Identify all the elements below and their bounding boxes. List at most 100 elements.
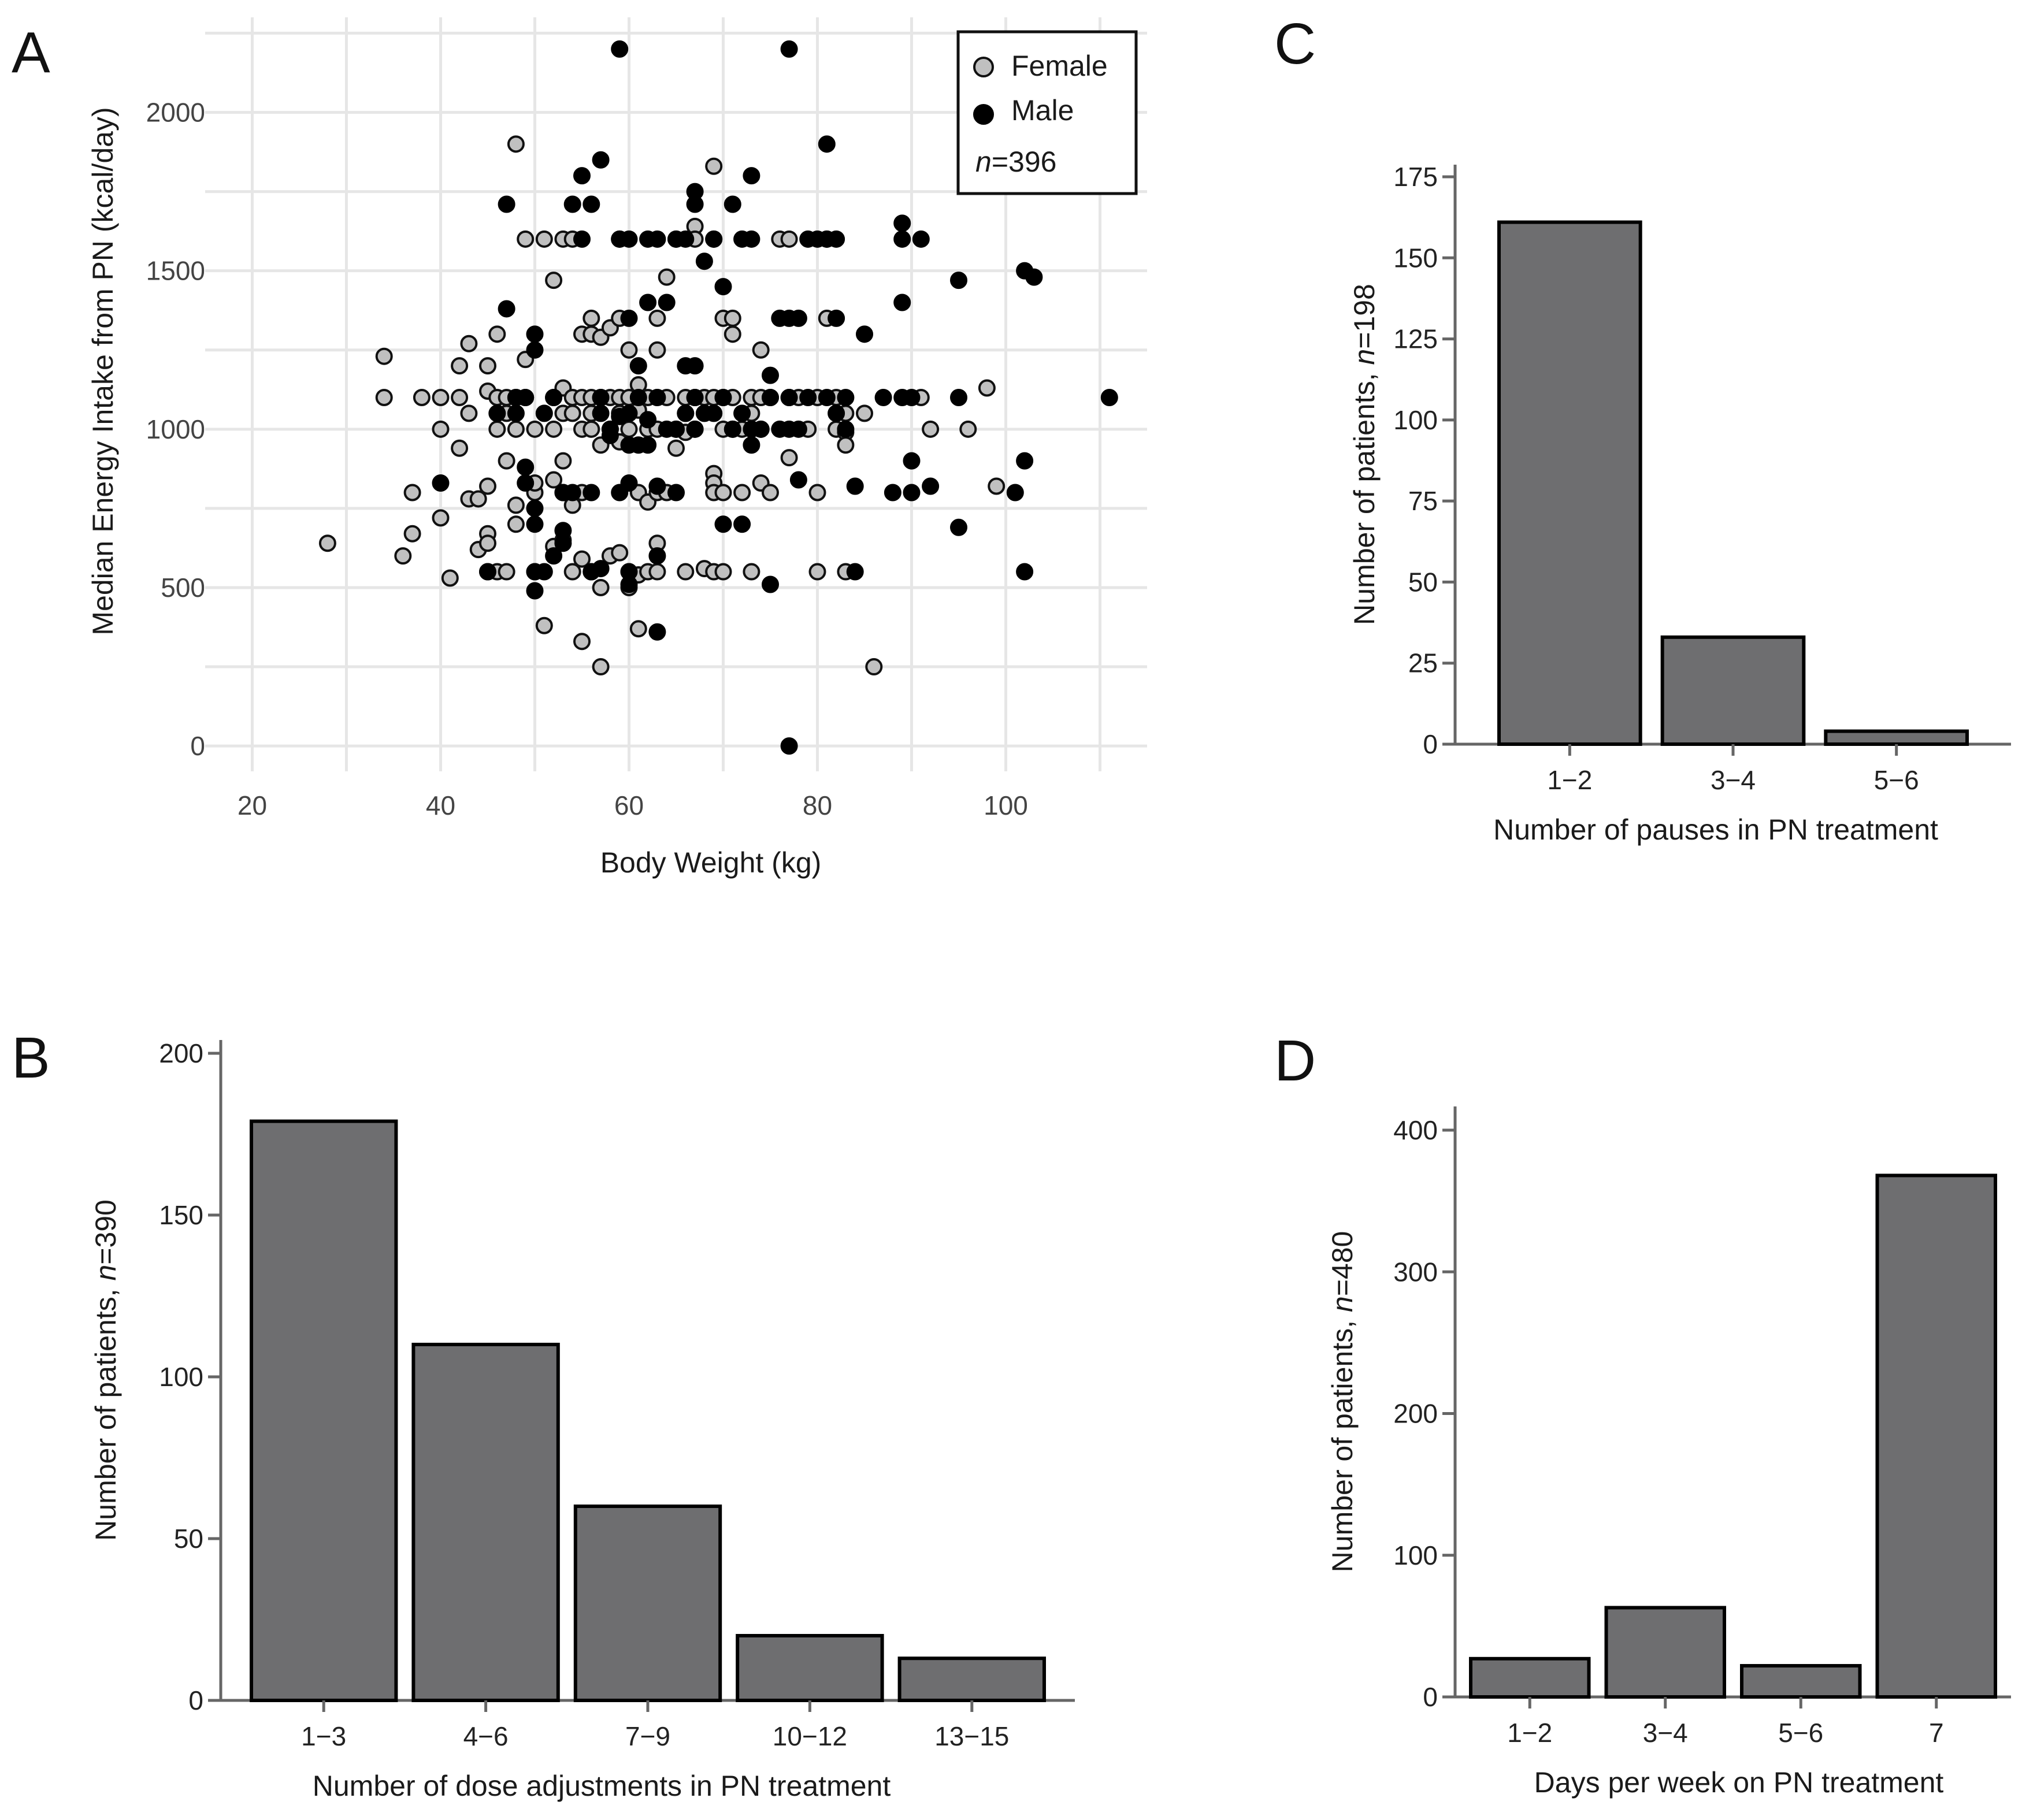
x-tick-label: 1−2 <box>1547 765 1592 795</box>
data-point-male <box>479 563 496 581</box>
legend-marker-male <box>973 104 994 125</box>
data-point-male <box>695 252 713 270</box>
data-point-female <box>498 452 515 470</box>
data-point-female <box>469 490 487 508</box>
scatter-y-axis-title: Median Energy Intake from PN (kcal/day) <box>87 107 119 635</box>
data-point-female <box>318 534 336 552</box>
y-tick-label: 50 <box>174 1524 203 1554</box>
data-point-male <box>620 230 638 248</box>
data-point-female <box>375 347 393 365</box>
data-point-male <box>526 325 544 343</box>
data-point-male <box>648 623 666 641</box>
data-point-female <box>714 563 732 581</box>
data-point-male <box>592 388 610 406</box>
data-point-female <box>394 547 412 565</box>
data-point-female <box>959 420 977 438</box>
data-point-male <box>592 560 610 578</box>
data-point-male <box>705 404 723 422</box>
data-point-female <box>413 388 431 406</box>
data-point-male <box>828 309 845 327</box>
data-point-male <box>592 404 610 422</box>
data-point-male <box>714 515 732 533</box>
data-point-male <box>629 388 647 406</box>
x-axis-title: Days per week on PN treatment <box>1534 1766 1944 1799</box>
data-point-female <box>488 325 506 343</box>
y-axis-title: Number of patients, n=480 <box>1326 1231 1359 1573</box>
data-point-male <box>563 195 581 213</box>
data-point-female <box>375 388 393 406</box>
scatter-gridlines <box>205 17 1147 771</box>
data-point-male <box>517 474 535 492</box>
data-point-male <box>846 477 864 495</box>
x-tick-label: 20 <box>238 790 267 820</box>
data-point-male <box>903 484 921 502</box>
bar <box>250 1119 398 1702</box>
y-tick-label: 0 <box>190 731 205 761</box>
x-tick-label: 100 <box>984 790 1028 820</box>
y-tick-label: 400 <box>1393 1115 1438 1145</box>
y-tick-label: 1000 <box>146 414 205 444</box>
x-tick-label: 1−3 <box>301 1721 346 1751</box>
data-point-male <box>912 230 930 248</box>
data-point-female <box>460 404 478 422</box>
x-tick-label: 7−9 <box>625 1721 670 1751</box>
data-point-female <box>856 404 873 422</box>
y-tick-label: 0 <box>1423 1682 1438 1712</box>
y-axis-title-n: n <box>1326 1296 1359 1312</box>
data-point-male <box>639 411 657 429</box>
data-point-male <box>677 230 695 248</box>
data-point-male <box>648 230 666 248</box>
data-point-female <box>808 563 826 581</box>
data-point-male <box>714 278 732 296</box>
data-point-male <box>573 167 591 185</box>
data-point-female <box>658 268 676 286</box>
y-tick-label: 25 <box>1408 648 1438 678</box>
data-point-female <box>705 157 723 175</box>
data-point-male <box>950 272 967 289</box>
data-point-male <box>686 183 704 200</box>
data-point-male <box>724 420 741 438</box>
data-point-male <box>874 388 892 406</box>
data-point-male <box>828 230 845 248</box>
bar <box>411 1343 560 1702</box>
data-point-female <box>498 563 515 581</box>
data-point-female <box>752 341 770 359</box>
data-point-male <box>743 436 760 454</box>
x-axis-title: Number of dose adjustments in PN treatme… <box>313 1770 891 1802</box>
data-point-male <box>629 357 647 375</box>
data-point-male <box>1100 388 1118 406</box>
scatter-x-axis-title: Body Weight (kg) <box>600 846 822 879</box>
data-point-female <box>733 484 751 502</box>
data-point-female <box>592 658 610 676</box>
data-point-male <box>733 404 751 422</box>
data-point-female <box>432 509 450 527</box>
legend-label-male: Male <box>1011 94 1074 127</box>
data-point-female <box>535 230 553 248</box>
y-tick-label: 100 <box>159 1362 203 1392</box>
data-point-male <box>498 300 515 318</box>
y-tick-label: 125 <box>1393 324 1438 354</box>
data-point-male <box>545 547 563 565</box>
data-point-female <box>507 420 525 438</box>
data-point-male <box>507 404 525 422</box>
data-point-female <box>648 563 666 581</box>
data-point-male <box>799 388 817 406</box>
data-point-female <box>667 439 685 457</box>
data-point-female <box>545 420 563 438</box>
bar <box>736 1634 884 1702</box>
data-point-female <box>507 496 525 514</box>
data-point-male <box>658 294 676 311</box>
x-tick-label: 13−15 <box>934 1721 1009 1751</box>
data-point-male <box>620 309 638 327</box>
y-axis-title-n: n <box>90 1265 122 1281</box>
y-tick-label: 200 <box>159 1038 203 1068</box>
data-point-female <box>563 404 581 422</box>
data-point-male <box>498 195 515 213</box>
data-point-male <box>648 388 666 406</box>
data-point-male <box>545 388 563 406</box>
x-tick-label: 5−6 <box>1778 1718 1823 1748</box>
data-point-female <box>724 325 741 343</box>
data-point-female <box>629 620 647 638</box>
data-point-female <box>535 616 553 634</box>
